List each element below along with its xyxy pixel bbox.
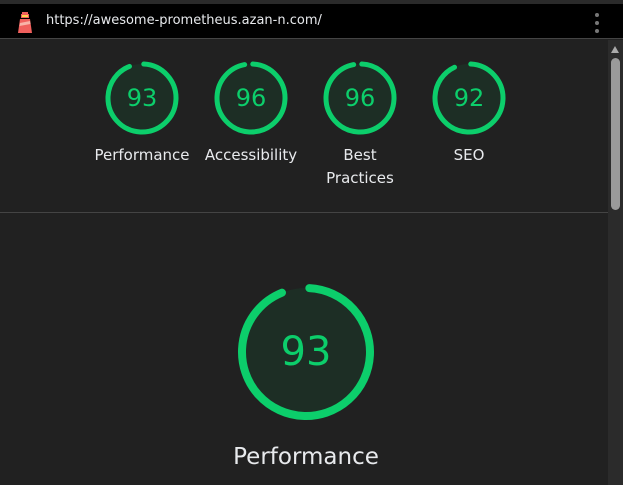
report-url[interactable]: https://awesome-prometheus.azan-n.com/	[46, 13, 322, 28]
gauge-performance[interactable]: 93 Performance	[87, 60, 197, 167]
gauge-background	[242, 288, 370, 416]
report-header: https://awesome-prometheus.azan-n.com/	[0, 4, 623, 39]
gauge-label: SEO	[453, 146, 485, 164]
gauge-label: Performance	[233, 444, 379, 470]
gauge-label: Accessibility	[204, 146, 298, 164]
gauge-background	[217, 64, 285, 132]
lighthouse-icon	[18, 12, 32, 33]
gauge-arc	[432, 61, 506, 135]
kebab-menu-icon[interactable]	[592, 13, 602, 33]
gauge-score: 93	[127, 84, 158, 112]
gauge-background	[326, 64, 394, 132]
gauge-seo[interactable]: 92 SEO	[414, 60, 524, 167]
gauge-label: Best Practices	[326, 146, 394, 187]
top-strip	[0, 0, 623, 5]
score-gauge-ring: 93	[238, 284, 374, 420]
gauge-arc	[105, 61, 179, 135]
score-gauge-ring: 92	[432, 61, 506, 135]
gauge-label: Performance	[94, 146, 190, 164]
gauge-score: 96	[345, 84, 376, 112]
gauge-arc	[214, 61, 288, 135]
gauge-score: 93	[281, 329, 332, 375]
performance-gauge-large[interactable]: 93 Performance	[206, 282, 406, 469]
gauge-score: 92	[454, 84, 485, 112]
gauge-best-practices[interactable]: 96 Best Practices	[305, 60, 415, 190]
scrollbar[interactable]	[608, 40, 623, 485]
score-gauge-ring: 93	[105, 61, 179, 135]
gauge-background	[108, 64, 176, 132]
score-gauge-ring: 96	[323, 61, 397, 135]
gauge-arc	[238, 284, 374, 420]
divider	[0, 212, 608, 213]
gauge-background	[435, 64, 503, 132]
gauge-accessibility[interactable]: 96 Accessibility	[196, 60, 306, 167]
scroll-up-arrow-icon[interactable]	[611, 46, 619, 53]
gauge-score: 96	[236, 84, 267, 112]
score-gauge-ring: 96	[214, 61, 288, 135]
scrollbar-thumb[interactable]	[611, 58, 620, 210]
gauge-arc	[323, 61, 397, 135]
